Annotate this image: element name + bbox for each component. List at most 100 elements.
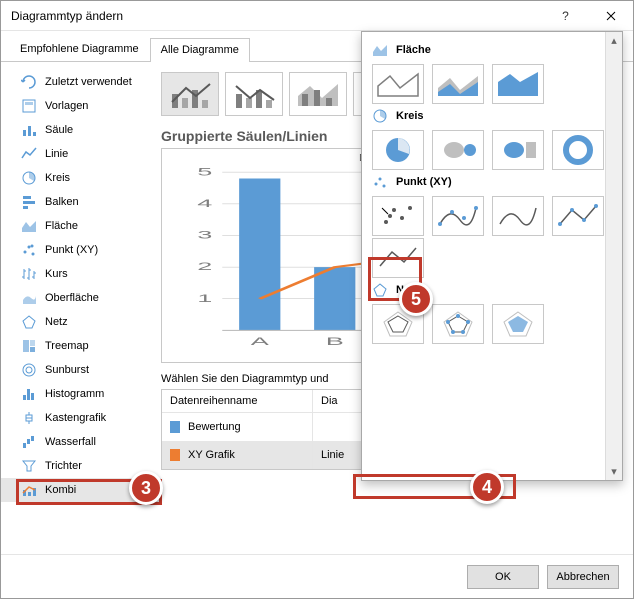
sidebar-item-templates[interactable]: Vorlagen bbox=[1, 94, 161, 118]
funnel-icon bbox=[21, 458, 37, 474]
sidebar-item-label: Oberfläche bbox=[45, 292, 99, 304]
ok-button[interactable]: OK bbox=[467, 565, 539, 589]
sidebar-item-bar[interactable]: Balken bbox=[1, 190, 161, 214]
thumb-radar-2[interactable] bbox=[432, 304, 484, 344]
sidebar-item-stock[interactable]: Kurs bbox=[1, 262, 161, 286]
area-icon bbox=[21, 218, 37, 234]
sidebar-item-pie[interactable]: Kreis bbox=[1, 166, 161, 190]
waterfall-icon bbox=[21, 434, 37, 450]
sidebar-item-column[interactable]: Säule bbox=[1, 118, 161, 142]
sidebar-item-label: Kastengrafik bbox=[45, 412, 106, 424]
sidebar-item-label: Säule bbox=[45, 124, 73, 136]
stock-icon bbox=[21, 266, 37, 282]
col-name: Datenreihenname bbox=[162, 390, 312, 413]
sidebar-item-label: Linie bbox=[45, 148, 68, 160]
svg-text:5: 5 bbox=[197, 166, 212, 178]
series-type: Linie bbox=[321, 449, 344, 461]
thumb-scatter-3[interactable] bbox=[492, 196, 544, 236]
svg-text:1: 1 bbox=[197, 292, 212, 305]
sunburst-icon bbox=[21, 362, 37, 378]
sidebar-item-label: Kombi bbox=[45, 484, 76, 496]
histogram-icon bbox=[21, 386, 37, 402]
scroll-down-icon[interactable]: ▾ bbox=[606, 463, 622, 480]
popup-scrollbar[interactable]: ▴ ▾ bbox=[605, 32, 622, 480]
series-name: Bewertung bbox=[188, 421, 241, 433]
boxplot-icon bbox=[21, 410, 37, 426]
sidebar-item-surface[interactable]: Oberfläche bbox=[1, 286, 161, 310]
sidebar-item-area[interactable]: Fläche bbox=[1, 214, 161, 238]
titlebar: Diagrammtyp ändern ? bbox=[1, 1, 633, 31]
thumb-pie-1[interactable] bbox=[372, 130, 424, 170]
line-icon bbox=[21, 146, 37, 162]
thumb-pie-2[interactable] bbox=[432, 130, 484, 170]
series-color-swatch bbox=[170, 421, 180, 433]
combo-icon bbox=[21, 482, 37, 498]
thumb-scatter-1[interactable] bbox=[372, 196, 424, 236]
sidebar-item-label: Treemap bbox=[45, 340, 89, 352]
sidebar-item-xy[interactable]: Punkt (XY) bbox=[1, 238, 161, 262]
sidebar-item-histogram[interactable]: Histogramm bbox=[1, 382, 161, 406]
dialog-window: Diagrammtyp ändern ? Empfohlene Diagramm… bbox=[0, 0, 634, 599]
chart-type-dropdown: Fläche Kreis Punkt (XY) bbox=[361, 31, 623, 481]
surface-icon bbox=[21, 290, 37, 306]
window-title: Diagrammtyp ändern bbox=[11, 9, 543, 23]
column-icon bbox=[21, 122, 37, 138]
dialog-footer: OK Abbrechen bbox=[1, 554, 633, 598]
thumb-scatter-2[interactable] bbox=[432, 196, 484, 236]
section-pie: Kreis bbox=[372, 108, 616, 124]
svg-text:3: 3 bbox=[197, 229, 212, 242]
treemap-icon bbox=[21, 338, 37, 354]
bar-icon bbox=[21, 194, 37, 210]
recent-icon bbox=[21, 74, 37, 90]
svg-text:2: 2 bbox=[197, 260, 212, 273]
sidebar-item-waterfall[interactable]: Wasserfall bbox=[1, 430, 161, 454]
subtype-combo-2[interactable] bbox=[225, 72, 283, 116]
sidebar-item-recent[interactable]: Zuletzt verwendet bbox=[1, 70, 161, 94]
scroll-up-icon[interactable]: ▴ bbox=[606, 32, 622, 49]
scatter-icon bbox=[21, 242, 37, 258]
pie-icon bbox=[21, 170, 37, 186]
series-color-swatch bbox=[170, 449, 180, 461]
sidebar-item-label: Trichter bbox=[45, 460, 82, 472]
sidebar-item-label: Kreis bbox=[45, 172, 70, 184]
section-scatter: Punkt (XY) bbox=[372, 174, 616, 190]
help-button[interactable]: ? bbox=[543, 1, 588, 31]
thumb-pie-4[interactable] bbox=[552, 130, 604, 170]
sidebar-item-radar[interactable]: Netz bbox=[1, 310, 161, 334]
sidebar-item-label: Vorlagen bbox=[45, 100, 88, 112]
sidebar-item-boxwhisker[interactable]: Kastengrafik bbox=[1, 406, 161, 430]
sidebar-item-label: Sunburst bbox=[45, 364, 89, 376]
sidebar-item-label: Fläche bbox=[45, 220, 78, 232]
sidebar-item-label: Punkt (XY) bbox=[45, 244, 98, 256]
thumb-area-2[interactable] bbox=[432, 64, 484, 104]
annotation-4-badge: 4 bbox=[470, 470, 504, 504]
series-name: XY Grafik bbox=[188, 449, 235, 461]
svg-text:A: A bbox=[251, 335, 269, 348]
section-area: Fläche bbox=[372, 42, 616, 58]
cancel-button[interactable]: Abbrechen bbox=[547, 565, 619, 589]
thumb-radar-3[interactable] bbox=[492, 304, 544, 344]
thumb-scatter-4[interactable] bbox=[552, 196, 604, 236]
subtype-combo-3[interactable] bbox=[289, 72, 347, 116]
sidebar-item-label: Balken bbox=[45, 196, 79, 208]
thumb-scatter-5[interactable] bbox=[372, 238, 424, 278]
sidebar-item-label: Histogramm bbox=[45, 388, 104, 400]
sidebar-item-label: Netz bbox=[45, 316, 68, 328]
subtype-combo-1[interactable] bbox=[161, 72, 219, 116]
close-button[interactable] bbox=[588, 1, 633, 31]
sidebar-item-line[interactable]: Linie bbox=[1, 142, 161, 166]
tab-recommended[interactable]: Empfohlene Diagramme bbox=[9, 37, 150, 61]
sidebar-item-label: Zuletzt verwendet bbox=[45, 76, 132, 88]
thumb-area-3[interactable] bbox=[492, 64, 544, 104]
svg-text:B: B bbox=[326, 335, 344, 348]
templates-icon bbox=[21, 98, 37, 114]
sidebar-item-label: Wasserfall bbox=[45, 436, 96, 448]
thumb-pie-3[interactable] bbox=[492, 130, 544, 170]
sidebar-item-label: Kurs bbox=[45, 268, 68, 280]
thumb-area-1[interactable] bbox=[372, 64, 424, 104]
tab-all[interactable]: Alle Diagramme bbox=[150, 38, 250, 62]
sidebar-item-sunburst[interactable]: Sunburst bbox=[1, 358, 161, 382]
svg-text:4: 4 bbox=[197, 197, 212, 210]
radar-icon bbox=[21, 314, 37, 330]
sidebar-item-treemap[interactable]: Treemap bbox=[1, 334, 161, 358]
